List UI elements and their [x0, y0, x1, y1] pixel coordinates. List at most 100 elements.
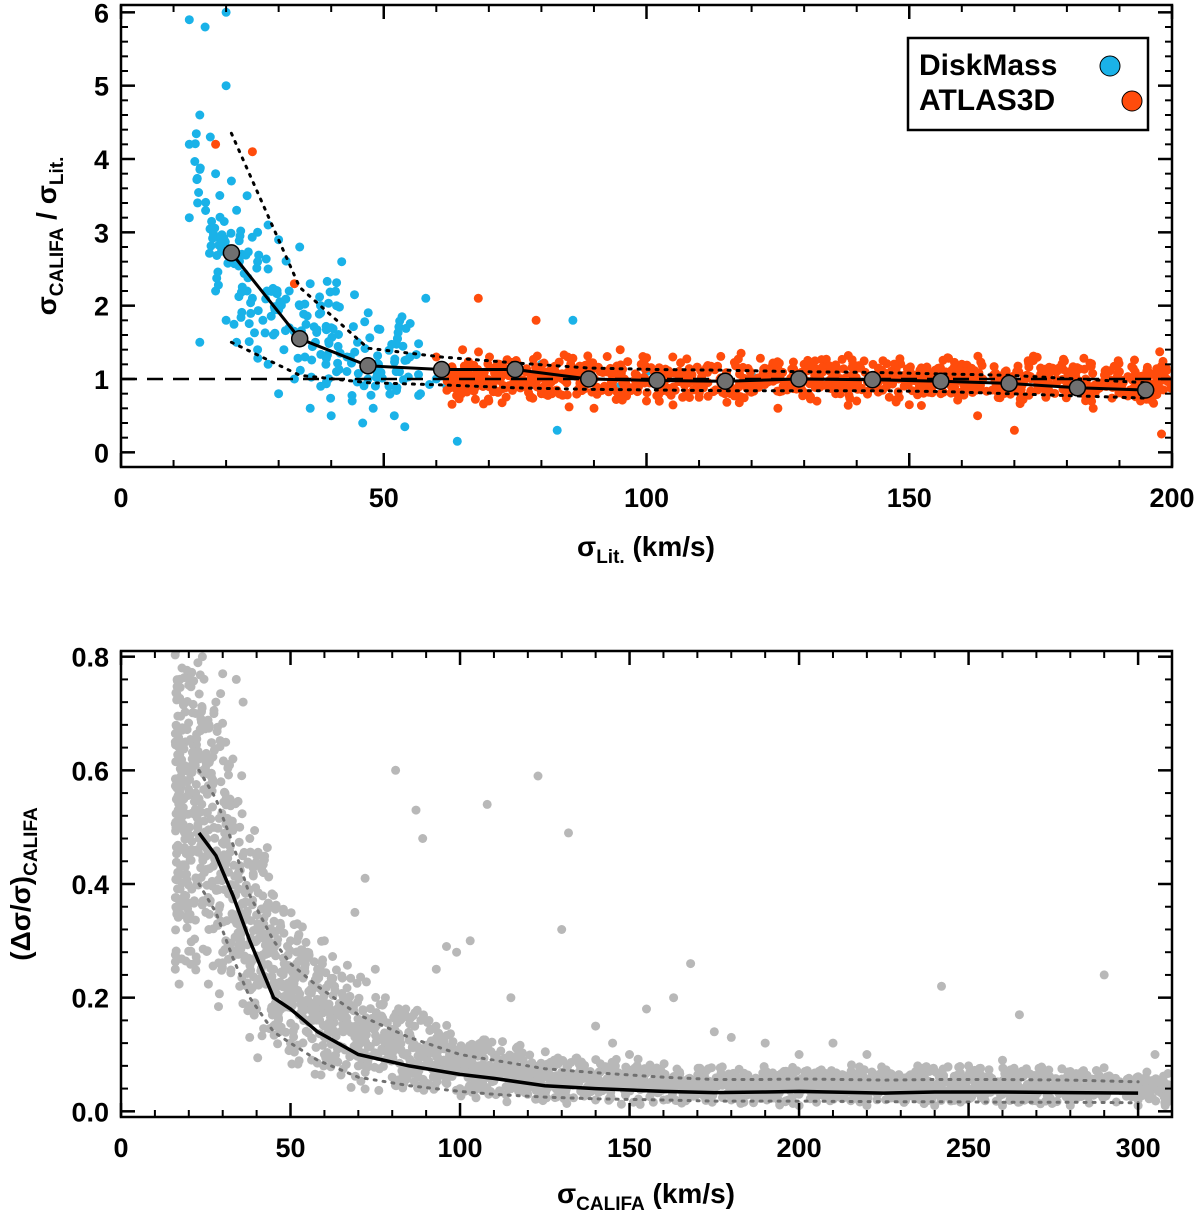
point-califa — [251, 883, 261, 893]
point-atlas3d — [562, 390, 572, 400]
point-califa — [321, 968, 331, 978]
point-diskmass — [334, 302, 344, 312]
top-x-axis-label: σLit. (km/s) — [577, 531, 715, 568]
median-marker — [506, 360, 524, 379]
median-marker — [359, 357, 377, 375]
point-atlas3d — [501, 383, 511, 393]
bottom-y-axis-label: (Δσ/σ)CALIFA — [5, 807, 42, 961]
point-califa — [190, 804, 200, 814]
point-atlas3d — [989, 362, 999, 372]
point-diskmass — [334, 330, 343, 339]
point-califa — [377, 1011, 387, 1021]
point-diskmass — [414, 339, 424, 349]
point-califa — [237, 900, 246, 910]
bottom-y-tick-label: 0.8 — [71, 643, 109, 673]
point-califa — [204, 756, 214, 766]
bottom-x-tick-label: 250 — [946, 1133, 991, 1163]
point-califa — [418, 834, 428, 843]
point-califa — [214, 904, 224, 913]
point-califa — [378, 1061, 388, 1071]
point-atlas3d — [1032, 352, 1042, 362]
point-califa — [177, 725, 187, 735]
point-atlas3d — [889, 359, 899, 369]
point-califa — [380, 1028, 389, 1038]
point-califa — [431, 1021, 441, 1031]
point-atlas3d — [526, 392, 536, 401]
point-diskmass — [400, 355, 410, 365]
point-califa — [267, 971, 277, 981]
point-califa — [706, 1079, 716, 1089]
point-califa — [184, 880, 194, 890]
point-califa — [581, 1090, 591, 1100]
point-califa — [248, 869, 258, 879]
point-atlas3d — [772, 367, 782, 377]
point-atlas3d — [447, 372, 457, 382]
point-califa — [218, 718, 228, 728]
point-diskmass — [219, 217, 229, 226]
point-atlas3d — [681, 369, 691, 379]
point-diskmass — [360, 317, 370, 327]
point-califa — [496, 1046, 506, 1056]
point-califa — [626, 1066, 636, 1076]
point-califa — [214, 989, 224, 999]
point-califa — [575, 1073, 585, 1083]
point-diskmass — [337, 257, 347, 267]
point-califa — [224, 770, 233, 780]
point-califa — [800, 1068, 810, 1078]
point-califa — [491, 1090, 501, 1100]
point-califa — [286, 908, 296, 918]
point-califa — [652, 1063, 662, 1073]
top-y-tick-label: 3 — [94, 218, 109, 248]
point-atlas3d — [1087, 396, 1097, 406]
point-califa — [223, 954, 233, 964]
point-califa — [410, 1021, 420, 1031]
point-diskmass — [190, 139, 200, 149]
point-atlas3d — [1079, 353, 1089, 363]
point-califa — [197, 702, 207, 711]
point-diskmass — [321, 321, 331, 331]
point-atlas3d — [916, 401, 926, 410]
point-diskmass — [400, 422, 410, 432]
point-diskmass — [348, 322, 358, 332]
point-califa — [937, 981, 946, 991]
median-marker — [579, 370, 598, 388]
point-diskmass — [253, 306, 263, 316]
point-califa — [204, 909, 214, 919]
point-califa — [554, 1076, 564, 1086]
point-atlas3d — [1013, 361, 1023, 371]
point-califa — [642, 1004, 651, 1014]
point-califa — [595, 1059, 605, 1069]
legend: DiskMass ATLAS3D — [906, 36, 1150, 132]
point-diskmass — [373, 324, 383, 334]
point-califa — [522, 1067, 532, 1077]
bottom-plot-frame — [119, 649, 1174, 1119]
point-atlas3d — [1156, 373, 1165, 383]
point-califa — [1099, 1063, 1109, 1073]
point-califa — [294, 1056, 304, 1066]
point-califa — [422, 1018, 432, 1027]
point-califa — [446, 1063, 455, 1073]
legend-marker-atlas3d — [1121, 90, 1143, 112]
point-califa — [263, 898, 273, 908]
point-califa — [293, 1040, 303, 1050]
point-califa — [170, 964, 180, 974]
point-diskmass — [221, 7, 231, 17]
point-califa — [342, 983, 352, 993]
point-diskmass — [272, 289, 282, 299]
point-atlas3d — [798, 391, 808, 401]
point-califa — [221, 819, 231, 829]
point-diskmass — [324, 337, 334, 346]
point-diskmass — [365, 333, 375, 343]
point-atlas3d — [882, 359, 892, 369]
point-califa — [894, 1070, 904, 1080]
point-diskmass — [421, 293, 431, 303]
point-califa — [506, 993, 516, 1003]
point-califa — [201, 865, 211, 874]
point-atlas3d — [615, 345, 625, 355]
point-atlas3d — [623, 357, 633, 367]
point-califa — [258, 891, 268, 901]
point-diskmass — [208, 233, 218, 243]
median-marker — [648, 371, 666, 390]
point-califa — [1159, 1092, 1169, 1102]
